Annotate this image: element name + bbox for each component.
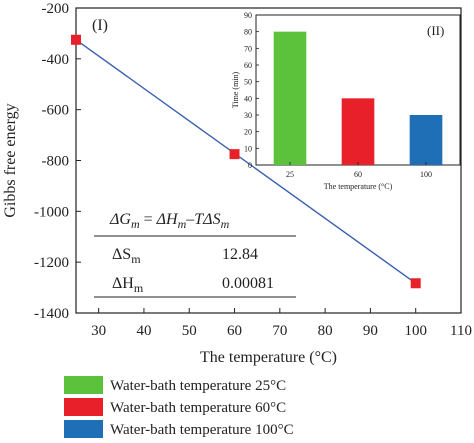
inset-chart: 0 10 20 30 40 50 60 70 80 90 25 60 100 The temperatur… (231, 11, 461, 191)
equation-rhs-b: TΔS (194, 211, 220, 228)
y-tick-label: -600 (42, 103, 70, 119)
inset-y-tick-label: 50 (244, 78, 252, 87)
x-tick-label: 110 (450, 323, 472, 339)
table-value: 12.84 (222, 246, 258, 263)
y-tick-label: -1400 (34, 306, 69, 322)
inset-x-tick-label: 100 (420, 170, 432, 179)
y-tick-label: -1000 (34, 204, 69, 220)
legend-swatch (64, 420, 103, 438)
data-point (229, 149, 240, 160)
equation-lhs-sub: m (131, 217, 140, 231)
y-tick-label: -1200 (34, 255, 69, 271)
table-symbol: ΔH (112, 275, 134, 292)
legend-swatch (64, 398, 103, 416)
x-tick-label: 30 (91, 323, 106, 339)
y-axis-label: Gibbs free energy (2, 103, 19, 217)
x-tick-label: 100 (404, 323, 427, 339)
equation-rhs-a: ΔH (156, 211, 179, 228)
x-tick-label: 90 (363, 323, 378, 339)
equation-lhs: ΔG (109, 211, 131, 228)
legend: Water-bath temperature 25°C Water-bath te… (64, 376, 294, 438)
x-tick-label: 40 (136, 323, 151, 339)
x-tick-label: 50 (182, 323, 197, 339)
x-tick-label: 70 (272, 323, 287, 339)
data-point (71, 34, 81, 45)
inset-y-tick-label: 30 (244, 111, 252, 120)
inset-y-tick-label: 90 (244, 11, 252, 20)
inset-bar (409, 115, 443, 165)
x-tick-label: 60 (227, 323, 242, 339)
table-row-label: ΔSm (112, 246, 141, 266)
x-tick-label: 80 (318, 323, 333, 339)
fit-line (75, 39, 417, 284)
table-sub: m (131, 252, 141, 266)
main-chart: 30 40 50 60 70 80 90 100 110-200-400-600-800-100… (2, 1, 472, 366)
legend-swatch (64, 376, 103, 394)
inset-y-tick-label: 60 (244, 61, 252, 70)
legend-label: Water-bath temperature 60°C (110, 400, 286, 416)
inset-y-tick-label: 10 (244, 144, 252, 153)
table-sub: m (134, 281, 144, 295)
y-tick-label: -800 (42, 154, 70, 170)
equation: ΔGm = ΔHm–TΔSm (109, 211, 230, 231)
legend-label: Water-bath temperature 25°C (110, 378, 286, 394)
inset-bar (341, 98, 375, 165)
table-row-label: ΔHm (112, 275, 144, 295)
table-symbol: ΔS (112, 246, 131, 263)
table-value: 0.00081 (222, 275, 274, 292)
legend-label: Water-bath temperature 100°C (110, 422, 294, 438)
inset-y-axis-label: Time (min) (231, 71, 240, 108)
x-axis-label: The temperature (°C) (200, 349, 337, 366)
y-tick-label: -400 (42, 52, 70, 68)
panel-label-II: (II) (427, 23, 444, 38)
inset-y-tick-label: 40 (244, 94, 252, 103)
equation-rhs-b-sub: m (221, 217, 230, 231)
panel-label-I: (I) (92, 17, 108, 34)
equation-rhs-a-sub: m (178, 217, 187, 231)
inset-y-tick-label: 70 (244, 44, 252, 53)
data-point (410, 278, 421, 289)
inset-bar (273, 31, 307, 165)
inset-y-tick-label: 20 (244, 128, 252, 137)
inset-y-tick-label: 0 (248, 161, 252, 170)
inset-x-tick-label: 60 (354, 170, 362, 179)
y-tick-label: -200 (42, 1, 70, 17)
inset-x-tick-label: 25 (286, 170, 294, 179)
inset-y-tick-label: 80 (244, 28, 252, 37)
inset-x-axis-label: The temperature (°C) (324, 182, 393, 191)
